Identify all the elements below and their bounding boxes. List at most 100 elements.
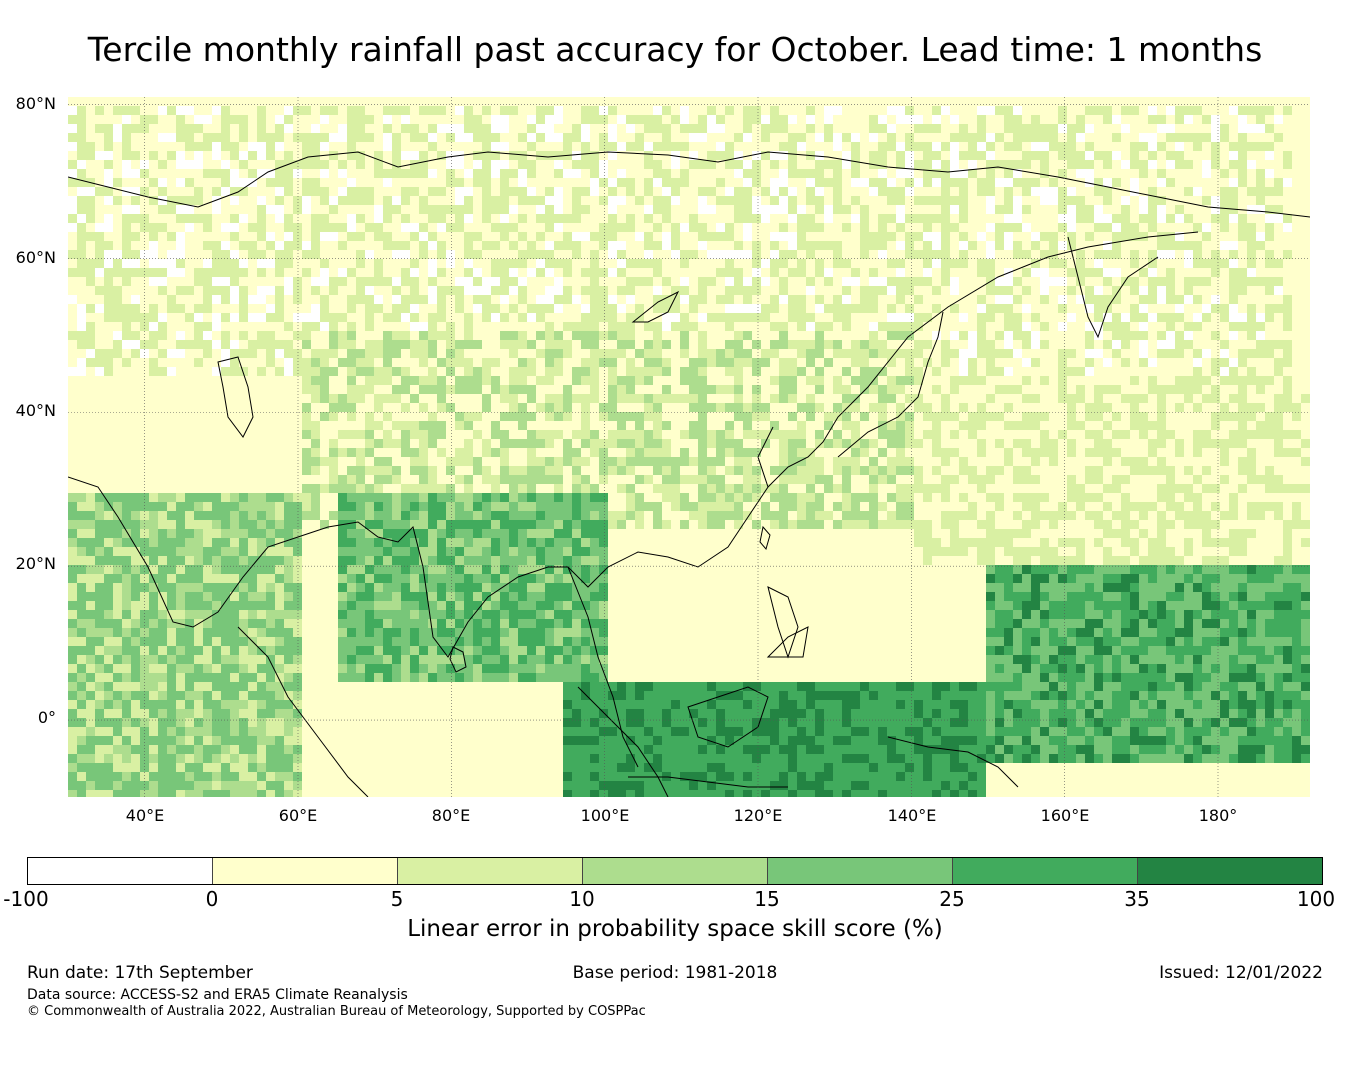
skill-cell	[383, 259, 393, 269]
skill-cell	[338, 295, 348, 305]
skill-cell	[1238, 178, 1248, 188]
skill-cell	[716, 286, 726, 296]
skill-cell	[851, 322, 861, 332]
skill-cell	[266, 358, 276, 368]
skill-cell	[1292, 169, 1302, 179]
skill-cell	[248, 349, 258, 359]
skill-cell	[320, 196, 330, 206]
skill-cell	[1049, 394, 1059, 404]
skill-cell	[572, 133, 582, 143]
skill-cell	[779, 160, 789, 170]
skill-cell	[446, 115, 456, 125]
skill-cell	[581, 97, 591, 107]
skill-cell	[104, 124, 114, 134]
skill-cell	[365, 241, 375, 251]
skill-cell	[986, 295, 996, 305]
skill-cell	[671, 241, 681, 251]
skill-cell	[887, 160, 897, 170]
skill-cell	[113, 241, 123, 251]
skill-cell	[878, 286, 888, 296]
skill-cell	[1256, 160, 1266, 170]
skill-cell	[1121, 394, 1131, 404]
skill-cell	[896, 205, 906, 215]
skill-cell	[1148, 178, 1158, 188]
skill-cell	[1031, 358, 1041, 368]
skill-cell	[311, 304, 321, 314]
skill-cell	[1193, 178, 1203, 188]
skill-cell	[950, 133, 960, 143]
skill-cell	[212, 106, 222, 116]
skill-cell	[806, 196, 816, 206]
skill-cell	[1013, 205, 1023, 215]
skill-cell	[212, 295, 222, 305]
skill-cell	[914, 340, 924, 350]
skill-cell	[1274, 394, 1284, 404]
skill-cell	[1103, 97, 1113, 107]
skill-cell	[707, 232, 717, 242]
skill-cell	[1121, 259, 1131, 269]
skill-cell	[689, 340, 699, 350]
skill-cell	[1238, 106, 1248, 116]
skill-cell	[752, 313, 762, 323]
skill-cell	[140, 241, 150, 251]
skill-cell	[815, 142, 825, 152]
skill-cell	[1004, 142, 1014, 152]
skill-cell	[365, 214, 375, 224]
skill-cell	[590, 268, 600, 278]
skill-cell	[878, 214, 888, 224]
skill-cell	[1157, 286, 1167, 296]
skill-cell	[824, 97, 834, 107]
skill-cell	[212, 250, 222, 260]
skill-cell	[95, 322, 105, 332]
skill-cell	[1193, 223, 1203, 233]
skill-cell	[1166, 286, 1176, 296]
skill-cell	[608, 250, 618, 260]
skill-cell	[1103, 322, 1113, 332]
skill-cell	[1121, 97, 1131, 107]
skill-cell	[1103, 142, 1113, 152]
skill-cell	[203, 304, 213, 314]
skill-cell	[383, 187, 393, 197]
skill-cell	[995, 223, 1005, 233]
skill-cell	[986, 250, 996, 260]
skill-cell	[671, 349, 681, 359]
skill-cell	[491, 403, 501, 413]
skill-cell	[311, 142, 321, 152]
skill-cell	[392, 403, 402, 413]
skill-cell	[1193, 232, 1203, 242]
skill-cell	[446, 160, 456, 170]
skill-cell	[365, 304, 375, 314]
skill-cell	[248, 124, 258, 134]
skill-cell	[860, 403, 870, 413]
skill-cell	[860, 367, 870, 377]
skill-cell	[815, 385, 825, 395]
skill-cell	[1058, 205, 1068, 215]
skill-cell	[905, 367, 915, 377]
skill-cell	[1040, 277, 1050, 287]
skill-cell	[626, 187, 636, 197]
skill-cell	[959, 160, 969, 170]
skill-cell	[1292, 214, 1302, 224]
skill-cell	[1031, 385, 1041, 395]
skill-cell	[239, 178, 249, 188]
skill-cell	[581, 169, 591, 179]
skill-cell	[158, 259, 168, 269]
skill-cell	[293, 304, 303, 314]
skill-cell	[419, 340, 429, 350]
skill-cell	[689, 124, 699, 134]
skill-cell	[1121, 205, 1131, 215]
skill-cell	[1238, 313, 1248, 323]
skill-cell	[257, 358, 267, 368]
skill-cell	[140, 394, 150, 404]
skill-cell	[1274, 169, 1284, 179]
skill-cell	[1175, 196, 1185, 206]
skill-cell	[1049, 376, 1059, 386]
skill-cell	[1004, 349, 1014, 359]
skill-cell	[698, 367, 708, 377]
skill-cell	[590, 340, 600, 350]
skill-cell	[473, 322, 483, 332]
skill-cell	[374, 268, 384, 278]
skill-cell	[797, 106, 807, 116]
skill-cell	[1247, 403, 1257, 413]
skill-cell	[1067, 97, 1077, 107]
